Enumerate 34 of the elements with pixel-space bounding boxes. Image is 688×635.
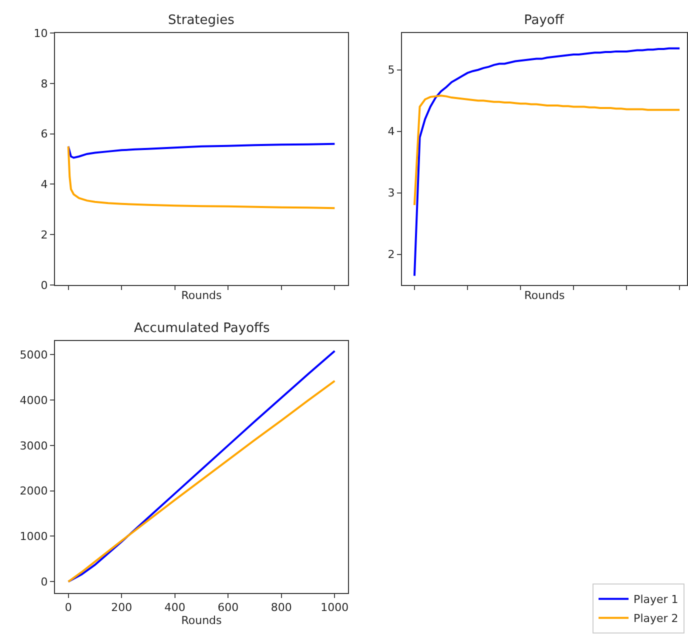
y-tick-label: 5000 <box>20 348 48 362</box>
line-series <box>67 142 336 159</box>
x-tick-label: 600 <box>218 601 239 614</box>
x-tick-label: 800 <box>270 601 292 614</box>
y-tick-label: 4 <box>40 178 48 192</box>
y-tick-label: 8 <box>40 77 48 90</box>
y-tick-label: 0 <box>40 278 48 292</box>
y-tick-label: 2000 <box>20 484 48 498</box>
y-tick-label: 6 <box>40 128 48 141</box>
x-tick-label: 200 <box>111 601 132 614</box>
y-tick-label: 3 <box>388 186 395 200</box>
y-tick-label: 3000 <box>20 439 48 452</box>
x-tick-label: 1000 <box>320 601 349 614</box>
chart-title: Accumulated Payoffs <box>134 321 270 336</box>
y-tick-label: 10 <box>34 26 48 40</box>
y-tick-label: 1000 <box>20 530 48 544</box>
chart-title: Payoff <box>524 13 565 28</box>
y-tick-label: 4 <box>388 125 395 138</box>
y-tick-label: 2 <box>40 228 48 242</box>
legend-label: Player 1 <box>634 593 678 606</box>
x-tick-label: 0 <box>64 601 72 614</box>
x-axis-title: Rounds <box>181 614 222 628</box>
chart-title: Strategies <box>168 13 235 28</box>
line-series <box>413 47 681 277</box>
legend-label: Player 2 <box>634 612 678 626</box>
x-axis-title: Rounds <box>524 289 566 302</box>
y-tick-label: 4000 <box>20 394 48 407</box>
y-tick-label: 0 <box>40 576 48 588</box>
line-series <box>67 145 336 210</box>
y-tick-label: 2 <box>388 248 395 262</box>
x-tick-label: 400 <box>164 601 186 614</box>
line-series <box>413 94 681 206</box>
x-axis-title: Rounds <box>181 289 222 302</box>
y-tick-label: 5 <box>388 64 395 77</box>
